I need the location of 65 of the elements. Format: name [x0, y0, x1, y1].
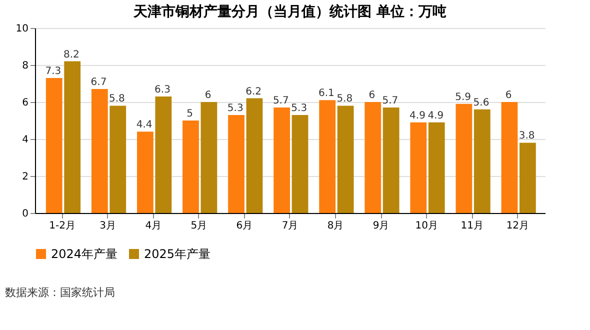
data-label: 7.3	[45, 66, 62, 77]
y-tick-label: 8	[22, 60, 28, 72]
bar	[410, 122, 427, 213]
data-label: 4.4	[136, 120, 152, 131]
bar	[364, 102, 382, 213]
data-label: 6.1	[318, 88, 334, 100]
y-tick-label: 10	[16, 24, 28, 34]
bar	[382, 108, 400, 213]
x-tick-label: 9月	[372, 220, 390, 232]
source-note: 数据来源：国家统计局	[5, 286, 115, 299]
data-label: 3.8	[518, 130, 535, 142]
bar	[274, 108, 290, 213]
bar	[456, 104, 472, 213]
bar	[474, 109, 490, 213]
bar	[292, 114, 308, 213]
bar	[200, 102, 218, 213]
bar	[337, 106, 354, 213]
y-tick-label: 0	[22, 208, 28, 220]
bar	[428, 122, 445, 213]
legend-label: 2024年产量	[51, 247, 118, 261]
data-label: 4.9	[410, 110, 426, 122]
bar	[182, 120, 199, 213]
data-label: 5.3	[227, 102, 244, 114]
data-label: 4.9	[428, 110, 444, 122]
y-tick-label: 6	[22, 98, 28, 108]
bar	[155, 96, 172, 213]
data-label: 5.9	[455, 92, 471, 103]
data-label: 6.7	[90, 77, 107, 88]
x-tick-label: 3月	[100, 220, 116, 232]
bar	[228, 114, 244, 213]
data-label: 5.3	[291, 102, 308, 114]
data-label: 6.2	[246, 86, 262, 98]
bar	[319, 100, 336, 213]
y-tick-label: 2	[22, 172, 28, 182]
bar	[137, 132, 154, 213]
bar	[91, 89, 108, 213]
x-tick-label: 6月	[236, 220, 253, 232]
data-label: 5.8	[336, 94, 353, 105]
bar	[64, 61, 81, 213]
data-label: 8.2	[63, 49, 80, 60]
x-tick-label: 11月	[460, 220, 484, 232]
data-label: 5.7	[272, 96, 289, 107]
bar	[46, 78, 62, 213]
x-tick-label: 12月	[506, 220, 530, 232]
bar	[520, 142, 536, 213]
chart-title: 天津市铜材产量分月（当月值）统计图 单位：万吨	[132, 3, 446, 20]
data-label: 5.8	[109, 94, 125, 105]
data-label: 6	[505, 90, 512, 101]
x-tick-label: 10月	[415, 220, 438, 232]
data-label: 5	[186, 108, 194, 120]
x-tick-label: 8月	[327, 220, 344, 232]
bar	[501, 102, 518, 213]
data-label: 5.7	[382, 96, 398, 107]
data-label: 6	[368, 90, 376, 101]
bar	[110, 106, 126, 213]
x-tick-label: 7月	[282, 220, 298, 232]
bar	[246, 98, 263, 213]
data-label: 6.3	[154, 84, 170, 96]
x-tick-label: 5月	[190, 220, 208, 232]
y-tick-label: 4	[22, 134, 28, 146]
x-tick-label: 1-2月	[49, 220, 76, 232]
x-tick-label: 4月	[145, 220, 162, 232]
legend-label: 2025年产量	[144, 247, 211, 261]
data-label: 5.6	[473, 97, 490, 108]
data-label: 6	[204, 90, 212, 101]
